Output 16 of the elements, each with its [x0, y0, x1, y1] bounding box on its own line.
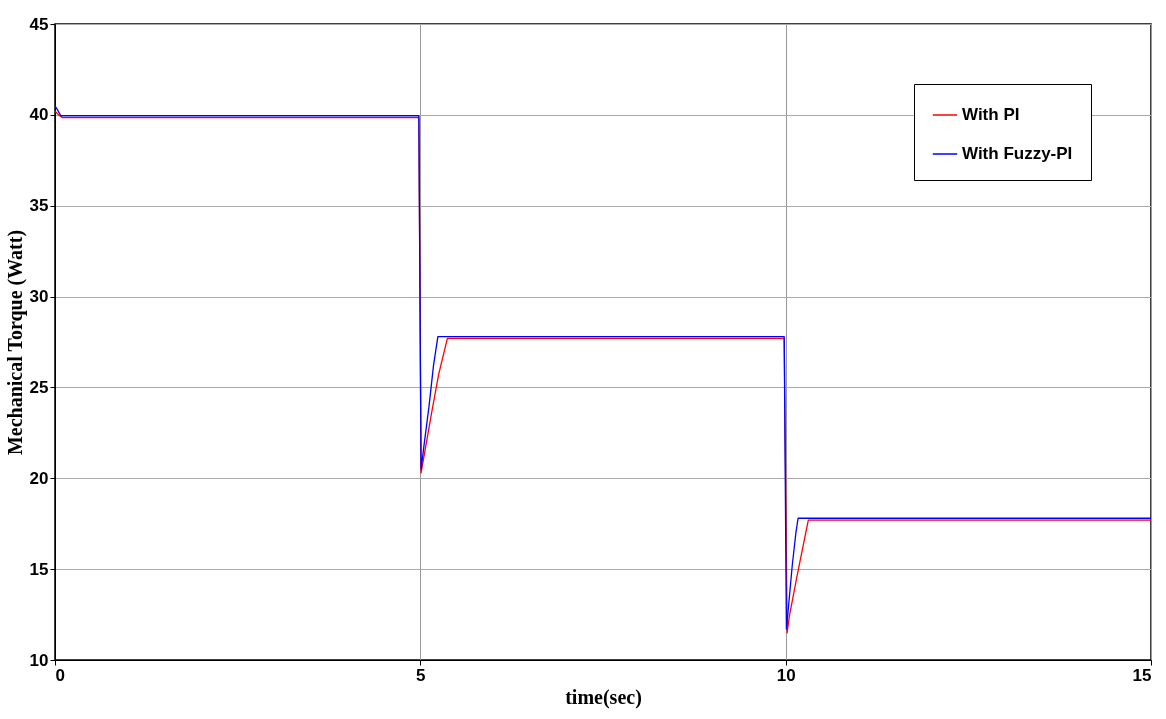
y-axis-title: Mechanical Torque (Watt)	[3, 229, 27, 456]
y-tick-label: 45	[29, 14, 49, 34]
y-tick-label: 30	[29, 287, 49, 307]
y-tick-label: 20	[29, 468, 49, 488]
y-tick-label: 10	[29, 650, 49, 670]
y-tick-label: 15	[29, 559, 49, 579]
x-tick-label: 5	[416, 665, 426, 685]
y-tick-label: 35	[29, 196, 49, 216]
x-axis-title: time(sec)	[565, 685, 642, 709]
y-tick-label: 25	[29, 377, 49, 397]
y-tick-label: 40	[29, 105, 49, 125]
legend-label: With PI	[962, 105, 1020, 124]
legend-label: With Fuzzy-PI	[962, 144, 1073, 163]
x-tick-label: 15	[1132, 665, 1152, 685]
x-tick-label: 0	[55, 665, 65, 685]
x-tick-label: 10	[776, 665, 796, 685]
